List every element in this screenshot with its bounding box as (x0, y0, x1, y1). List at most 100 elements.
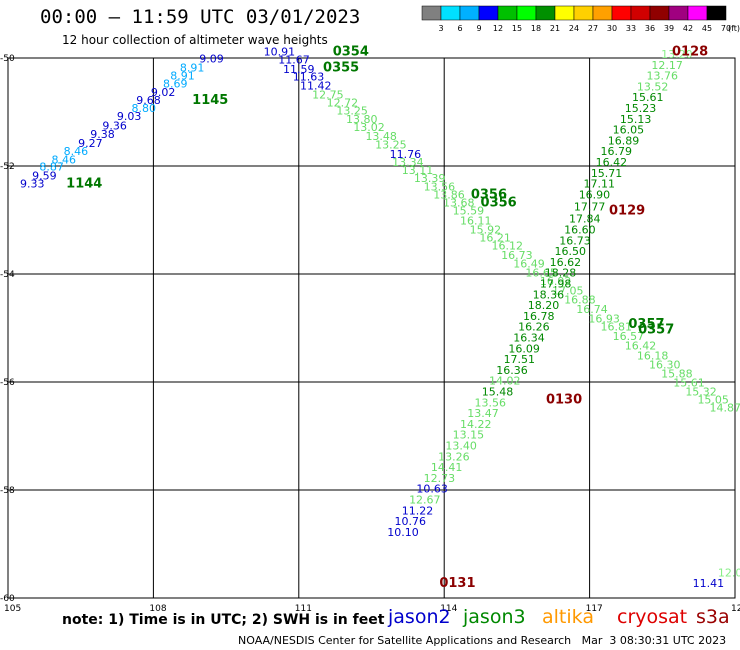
swh-value-label: 15.88 (661, 368, 693, 381)
colorbar-label: 6 (457, 24, 462, 33)
swh-value-label: 16.93 (588, 313, 620, 326)
swh-value-label: 13.48 (365, 130, 397, 143)
colorbar-label: 39 (664, 24, 674, 33)
note-text: note: 1) Time is in UTC; 2) SWH is in fe… (62, 612, 385, 628)
swh-value-label: 16.11 (460, 214, 492, 227)
colorbar-swatch (497, 5, 518, 21)
swh-value-label: 17.84 (569, 213, 601, 226)
time-label: 0354 (333, 44, 369, 59)
swh-value-label: 9.02 (151, 86, 176, 99)
swh-value-label: 11.67 (278, 53, 310, 66)
swh-value-label: 16.78 (523, 310, 555, 323)
swh-value-label: 14.22 (460, 418, 492, 431)
satellite-legend-cryosat: cryosat (617, 606, 688, 628)
swh-value-label: 15.59 (453, 205, 485, 218)
colorbar-swatch (573, 5, 594, 21)
swh-value-label: 9.59 (32, 170, 57, 183)
swh-value-label: 16.79 (601, 145, 633, 158)
x-tick-label: 117 (586, 604, 603, 614)
y-tick-label: -58 (0, 486, 15, 496)
time-label: 0357 (628, 317, 664, 332)
swh-value-label: 17.11 (584, 178, 616, 191)
swh-value-label: 16.60 (564, 224, 596, 237)
swh-value-label: 16.62 (550, 256, 582, 269)
time-label: 0356 (481, 196, 517, 211)
swh-value-label: 10.63 (416, 483, 448, 496)
swh-value-label: 14.87 (710, 402, 740, 415)
time-label: 0129 (609, 204, 645, 219)
swh-value-label: 8.87 (39, 160, 64, 173)
y-tick-label: -54 (0, 270, 15, 280)
swh-value-label: 11.42 (300, 79, 332, 92)
swh-value-label: 9.33 (20, 178, 45, 191)
time-label: 1145 (192, 93, 228, 108)
colorbar-swatch (554, 5, 575, 21)
swh-value-label: 12.17 (651, 59, 683, 72)
colorbar-label: 27 (588, 24, 598, 33)
swh-value-label: 16.89 (608, 134, 640, 147)
colorbar-swatch (611, 5, 632, 21)
swh-value-label: 16.26 (518, 321, 550, 334)
colorbar-swatch (687, 5, 708, 21)
swh-value-label: 10.76 (395, 515, 427, 528)
swh-value-label: 9.27 (78, 137, 103, 150)
chart-subtitle: 12 hour collection of altimeter wave hei… (62, 33, 328, 47)
swh-value-label: 16.65 (525, 267, 557, 280)
swh-value-label: 13.15 (453, 429, 485, 442)
satellite-legend-altika: altika (542, 606, 594, 628)
swh-value-label: 16.05 (613, 124, 645, 137)
swh-value-label: 16.09 (508, 342, 540, 355)
swh-value-label: 11.59 (283, 63, 315, 76)
swh-value-label: 8.80 (131, 102, 156, 115)
x-tick-label: 114 (440, 604, 457, 614)
swh-value-label: 8.69 (163, 78, 188, 91)
swh-value-label: 16.73 (559, 234, 591, 247)
swh-value-label: 13.52 (637, 80, 669, 93)
swh-value-label: 13.26 (438, 450, 470, 463)
swh-value-label: 9.09 (199, 52, 224, 65)
swh-value-label: 12.67 (409, 494, 441, 507)
colorbar-label: 21 (550, 24, 560, 33)
swh-value-label: 16.36 (496, 364, 528, 377)
x-tick-label: 120 (731, 604, 740, 614)
swh-value-label: 16.21 (479, 232, 511, 245)
swh-value-label: 16.50 (554, 245, 586, 258)
swh-value-label: 16.90 (579, 188, 611, 201)
colorbar-label: 18 (531, 24, 541, 33)
plot-frame (7, 57, 736, 599)
swh-value-label: 16.74 (576, 303, 608, 316)
time-label: 0356 (471, 187, 507, 202)
colorbar-label: 24 (569, 24, 579, 33)
swh-value-label: 14.02 (489, 375, 521, 388)
swh-value-label: 14.41 (431, 461, 463, 474)
swh-value-label: 8.46 (51, 153, 76, 166)
swh-value-label: 9.03 (117, 110, 142, 123)
swh-value-label: 13.80 (346, 113, 378, 126)
x-tick-label: 105 (4, 604, 21, 614)
swh-value-label: 15.13 (620, 113, 652, 126)
swh-value-label: 12.75 (312, 89, 344, 102)
swh-value-label: 13.47 (467, 407, 499, 420)
swh-value-label: 15.23 (625, 102, 657, 115)
swh-value-label: 16.81 (601, 321, 633, 334)
swh-value-label: 9.36 (102, 119, 127, 132)
y-tick-label: -56 (0, 378, 15, 388)
time-label: 0357 (638, 322, 674, 337)
swh-value-label: 17.98 (540, 278, 572, 291)
swh-value-label: 11.76 (390, 148, 422, 161)
colorbar-label: 42 (683, 24, 693, 33)
swh-value-label: 13.56 (424, 180, 456, 193)
colorbar-swatch (592, 5, 613, 21)
colorbar-swatch (535, 5, 556, 21)
colorbar-label: 3 (438, 24, 443, 33)
colorbar-swatch (440, 5, 461, 21)
swh-value-label: 8.91 (170, 70, 195, 83)
swh-value-label: 13.11 (402, 164, 434, 177)
swh-value-label: 13.76 (647, 70, 679, 83)
swh-value-label: 15.61 (673, 376, 705, 389)
x-tick-label: 108 (149, 604, 166, 614)
swh-value-label: 16.49 (513, 258, 545, 271)
colorbar-label: 12 (493, 24, 503, 33)
swh-value-label: 16.18 (637, 349, 669, 362)
time-label: 0355 (323, 61, 359, 76)
